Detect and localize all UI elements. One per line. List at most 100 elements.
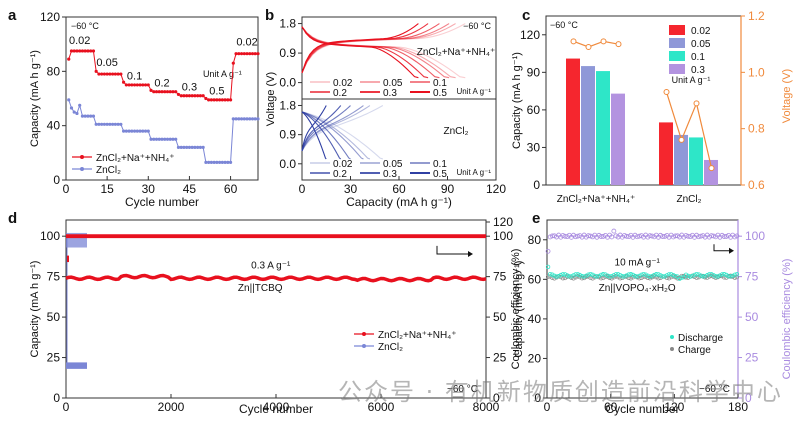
panel-d-legend-label: ZnCl₂ <box>378 342 403 353</box>
panel-e-discharge-point <box>685 273 691 279</box>
panel-b-bottom-discharge-curve <box>301 111 383 160</box>
panel-letter-c: c <box>522 7 530 24</box>
panel-a-point <box>72 110 76 114</box>
panel-a-point <box>122 129 126 133</box>
panel-e-charge-point <box>732 275 737 280</box>
panel-d-legend-marker <box>362 344 366 348</box>
panel-b-top-legend-label: 0.05 <box>383 78 403 89</box>
panel-e-discharge-point <box>649 274 655 279</box>
panel-e-discharge-point <box>592 273 597 279</box>
panel-e-efficiency-point <box>611 228 617 234</box>
panel-a-point <box>201 94 205 98</box>
panel-a-point <box>204 160 208 164</box>
panel-a-point <box>218 160 222 164</box>
panel-d-cell-label: Zn||TCBQ <box>238 283 283 294</box>
panel-c-legend-label: 0.3 <box>691 65 705 76</box>
panel-e-discharge-point <box>601 272 606 277</box>
panel-a-legend-label: ZnCl₂ <box>96 165 121 176</box>
panel-d-zncl2-capacity <box>66 362 87 369</box>
panel-a-rate-label: 0.2 <box>154 77 169 89</box>
panel-e-discharge-point <box>560 272 566 277</box>
panel-e-discharge-point <box>696 272 701 277</box>
panel-a-point <box>97 72 101 76</box>
panel-e-discharge-point <box>586 272 591 277</box>
panel-e-charge-point <box>685 275 691 280</box>
panel-a-x-tick-label: 0 <box>63 182 70 196</box>
panel-a-point <box>256 117 260 121</box>
panel-e-discharge-point <box>702 274 708 279</box>
panel-c-voltage-point <box>663 89 670 96</box>
panel-b-ylabel: Voltage (V) <box>265 72 277 126</box>
panel-a-legend-label: ZnCl₂+Na⁺+NH₄⁺ <box>96 153 175 164</box>
panel-c-bar <box>611 93 625 185</box>
panel-c-bar <box>659 122 673 185</box>
panel-e-discharge-point <box>722 272 727 277</box>
panel-a-point <box>171 90 175 94</box>
panel-a-point <box>100 122 104 126</box>
panel-d-x-tick-label: 0 <box>63 400 70 414</box>
panel-a-point <box>228 98 233 102</box>
panel-a-point <box>160 90 164 94</box>
panel-c-bar <box>704 159 718 185</box>
panel-b-bottom-y-tick-label: 0.0 <box>279 157 296 171</box>
panel-a-rate-label: 0.5 <box>209 85 224 97</box>
panel-a-point <box>220 98 224 102</box>
panel-a-x-tick-label: 60 <box>224 182 238 196</box>
panel-a-point <box>253 52 257 56</box>
panel-letter-b: b <box>265 7 274 24</box>
panel-a-point <box>83 49 87 53</box>
panel-a-point <box>111 122 115 126</box>
panel-a-point <box>179 94 183 98</box>
panel-c-y2-tick-label: 0.6 <box>748 178 765 192</box>
panel-e-discharge-point <box>564 273 570 278</box>
panel-c-bar <box>596 71 610 185</box>
panel-a-point <box>209 160 213 164</box>
panel-e-discharge-point <box>622 274 627 279</box>
panel-e-efficiency-point <box>698 233 704 239</box>
panel-a-y-tick-label: 120 <box>40 10 60 24</box>
panel-e-charge-point <box>734 274 740 280</box>
panel-c-category-label: ZnCl₂+Na⁺+NH₄⁺ <box>557 194 636 205</box>
panel-e-y-tick-label: 20 <box>528 351 542 365</box>
panel-a-point <box>190 145 194 149</box>
panel-b-bottom-legend-label: 0.05 <box>383 159 403 170</box>
panel-e-y2label: Coulombic efficiency (%) <box>781 259 793 380</box>
panel-a-point <box>187 94 192 98</box>
panel-e-discharge-point <box>705 273 710 278</box>
panel-b-xlabel: Capacity (mA h g⁻¹) <box>346 195 452 209</box>
panel-a-point <box>248 117 252 121</box>
panel-a-point <box>185 94 189 98</box>
panel-e-legend-label: Charge <box>678 345 711 356</box>
panel-c-ylabel: Capacity (mA h g⁻¹) <box>511 52 523 149</box>
panel-d-y2-tick-label: 50 <box>493 310 507 324</box>
panel-e-charge-point <box>711 274 716 279</box>
panel-a-point <box>179 145 183 149</box>
panel-c-legend-swatch <box>669 25 685 35</box>
panel-a-point <box>119 72 123 76</box>
panel-a-point <box>154 90 159 94</box>
panel-b-bottom-discharge-curve <box>301 111 364 160</box>
panel-b-bottom-label: ZnCl₂ <box>444 126 469 137</box>
panel-a-xlabel: Cycle number <box>125 195 199 209</box>
panel-e-discharge-point <box>698 273 704 278</box>
panel-a-point <box>113 72 117 76</box>
panel-e-efficiency-point <box>649 233 655 239</box>
panel-b-bottom-legend-label: 0.1 <box>433 159 447 170</box>
panel-a-point <box>239 52 244 56</box>
panel-c-y-tick-label: 90 <box>527 65 541 79</box>
panel-a-point <box>248 52 252 56</box>
panel-d-y2label: Coulombic efficiency (%) <box>510 249 522 370</box>
panel-e-efficiency-point <box>683 233 689 238</box>
panel-e-discharge-point <box>660 274 665 279</box>
panel-e-discharge-point <box>620 274 625 279</box>
panel-a-point <box>105 72 109 76</box>
panel-b-top-legend-label: 0.1 <box>433 78 447 89</box>
panel-a-point <box>198 94 202 98</box>
panel-c-voltage-point <box>570 38 577 45</box>
panel-a-x-tick-label: 30 <box>142 182 156 196</box>
panel-e-rate-label: 10 mA g⁻¹ <box>615 257 661 268</box>
panel-e-discharge-point <box>577 272 583 278</box>
panel-e-charge-point <box>709 273 714 278</box>
panel-b-x-tick-label: 30 <box>344 182 358 196</box>
panel-d-y2-tick-label: 120 <box>493 215 513 229</box>
